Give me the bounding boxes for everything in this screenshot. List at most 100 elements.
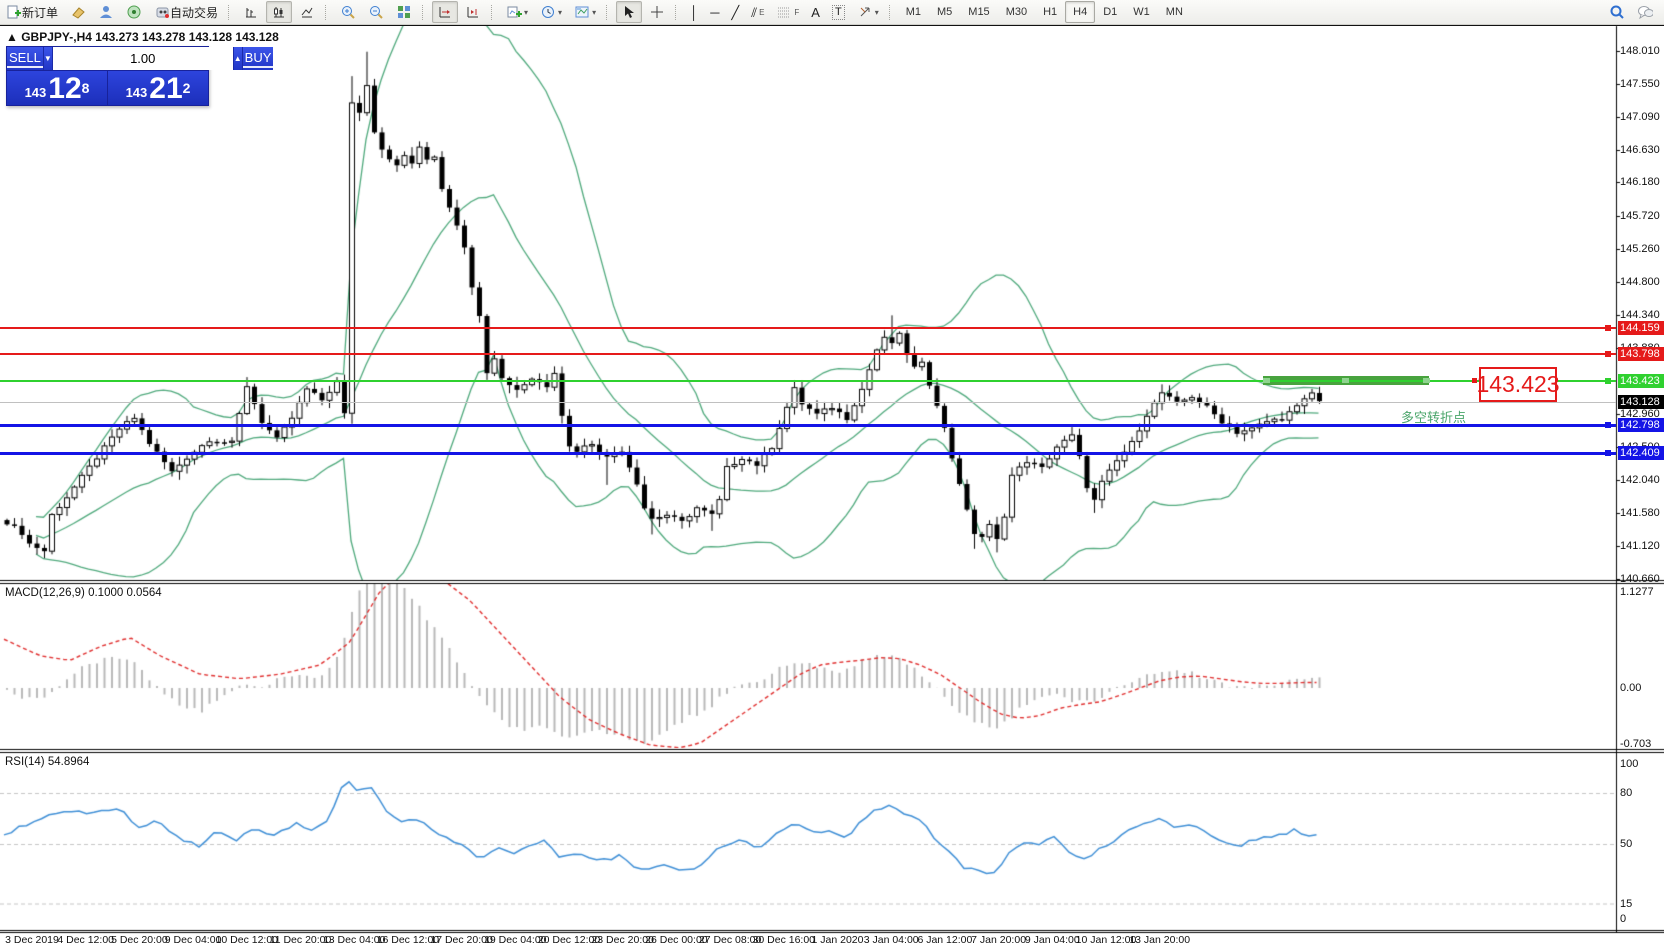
price-axis-tick: 140.660 xyxy=(1620,573,1660,585)
rsi-axis-label: 15 xyxy=(1620,898,1633,910)
macd-axis-label: 0.00 xyxy=(1620,682,1642,694)
timeframe-m15[interactable]: M15 xyxy=(968,6,990,18)
highlight-bar-handle[interactable] xyxy=(1423,378,1430,383)
chinese-annotation-text[interactable]: 多空转折点 xyxy=(1401,410,1467,425)
timeframe-d1[interactable]: D1 xyxy=(1103,6,1118,18)
time-axis-label: 20 Dec 12:00 xyxy=(537,934,601,945)
volume-down-button[interactable]: ▼ xyxy=(42,47,53,70)
cursor-button[interactable] xyxy=(616,1,643,23)
text-label-button[interactable]: T xyxy=(827,1,850,23)
horizontal-line-icon: ─ xyxy=(710,4,720,20)
level-price-tag: 144.159 xyxy=(1618,320,1664,335)
level-line-handle[interactable] xyxy=(1605,350,1611,357)
sell-price[interactable]: 143 12 8 xyxy=(7,71,107,105)
candle-chart-button[interactable] xyxy=(266,1,293,23)
fibonacci-button[interactable]: F xyxy=(771,1,804,23)
search-button[interactable] xyxy=(1604,1,1630,23)
sell-button[interactable]: SELL xyxy=(7,47,43,70)
timeframe-w1[interactable]: W1 xyxy=(1133,6,1150,18)
toolbar-grip xyxy=(422,4,426,20)
text-label-icon: T xyxy=(831,4,845,20)
timeframe-m1[interactable]: M1 xyxy=(905,6,921,18)
clock-icon xyxy=(540,4,556,20)
price-callout-label[interactable]: 143.423 xyxy=(1476,367,1560,402)
rsi-indicator-label: RSI(14) 54.8964 xyxy=(5,756,90,768)
profile-button[interactable] xyxy=(93,1,119,23)
time-axis-label: 19 Dec 04:00 xyxy=(484,934,547,945)
time-axis-label: 10 Dec 12:00 xyxy=(215,934,279,945)
tile-windows-icon xyxy=(396,4,412,20)
new-order-button[interactable]: 新订单 xyxy=(1,1,63,23)
zoom-in-icon xyxy=(340,4,356,20)
auto-trading-button[interactable]: 自动交易 xyxy=(149,1,223,23)
chat-button[interactable] xyxy=(1632,1,1658,23)
highlight-bar-handle[interactable] xyxy=(1263,378,1270,383)
line-chart-button[interactable] xyxy=(294,1,320,23)
highlight-bar-handle[interactable] xyxy=(1342,378,1349,383)
time-axis-label: 27 Dec 08:00 xyxy=(698,934,762,945)
collapse-triangle-icon[interactable]: ▲ xyxy=(6,30,22,44)
auto-scroll-button[interactable] xyxy=(432,1,459,23)
chart-title: ▲ GBPJPY-,H4 143.273 143.278 143.128 143… xyxy=(6,30,279,44)
zoom-in-button[interactable] xyxy=(335,1,361,23)
periods-button[interactable]: ▾ xyxy=(535,1,567,23)
person-icon xyxy=(98,4,114,20)
timeframe-m5[interactable]: M5 xyxy=(937,6,953,18)
level-line-144.159[interactable] xyxy=(0,326,1616,329)
toolbar-grip xyxy=(325,4,329,20)
volume-input[interactable] xyxy=(52,47,233,70)
channel-button[interactable]: ⫽ E xyxy=(746,1,769,23)
level-line-142.409[interactable] xyxy=(0,451,1616,455)
wedge-icon xyxy=(70,4,86,20)
line-chart-icon xyxy=(299,4,315,20)
arrows-button[interactable]: ▾ xyxy=(852,1,884,23)
bar-chart-button[interactable] xyxy=(238,1,264,23)
buy-button[interactable]: BUY xyxy=(242,47,274,70)
timeframe-h1[interactable]: H1 xyxy=(1043,6,1058,18)
level-line-143.798[interactable] xyxy=(0,352,1616,355)
level-line-handle[interactable] xyxy=(1605,324,1611,331)
price-axis-tick: 145.260 xyxy=(1620,242,1660,255)
volume-up-button[interactable]: ▲ xyxy=(232,47,243,70)
level-line-143.423[interactable] xyxy=(0,379,1616,382)
chart-shift-button[interactable] xyxy=(460,1,486,23)
indicators-button[interactable]: ▾ xyxy=(501,1,533,23)
text-button[interactable]: A xyxy=(806,1,825,23)
callout-anchor-handle[interactable] xyxy=(1472,378,1477,383)
new-order-icon xyxy=(6,4,22,20)
time-axis-label: 1 Jan 2020 xyxy=(811,934,864,945)
text-icon: A xyxy=(811,4,820,20)
level-line-handle[interactable] xyxy=(1605,450,1611,457)
signal-button[interactable] xyxy=(121,1,147,23)
time-axis-label: 26 Dec 00:00 xyxy=(645,934,708,945)
tile-windows-button[interactable] xyxy=(391,1,417,23)
clear-button[interactable] xyxy=(65,1,91,23)
trendline-icon: ╱ xyxy=(731,4,740,20)
time-axis-label: 10 Jan 12:00 xyxy=(1075,934,1137,945)
timeframe-mn[interactable]: MN xyxy=(1165,6,1183,18)
level-line-142.798[interactable] xyxy=(0,423,1616,427)
signal-icon xyxy=(126,4,142,20)
level-line-handle[interactable] xyxy=(1605,422,1611,429)
channel-letter: E xyxy=(759,7,765,17)
timeframe-h4[interactable]: H4 xyxy=(1065,1,1096,23)
timeframe-m30[interactable]: M30 xyxy=(1005,6,1028,18)
trendline-button[interactable]: ╱ xyxy=(726,1,744,23)
level-line-handle[interactable] xyxy=(1605,377,1611,384)
level-price-tag: 143.798 xyxy=(1618,346,1664,361)
vertical-line-button[interactable]: │ xyxy=(685,1,703,23)
horizontal-line-button[interactable]: ─ xyxy=(705,1,724,23)
time-axis-label: 13 Dec 04:00 xyxy=(322,934,386,945)
price-axis-tick: 146.180 xyxy=(1620,176,1660,189)
buy-price[interactable]: 143 21 2 xyxy=(108,71,208,105)
templates-button[interactable]: ▾ xyxy=(569,1,601,23)
toolbar-grip xyxy=(606,4,610,20)
zoom-out-button[interactable] xyxy=(363,1,389,23)
fibonacci-icon xyxy=(776,4,792,20)
crosshair-button[interactable] xyxy=(644,1,670,23)
dropdown-caret: ▾ xyxy=(558,7,563,17)
symbol-period: GBPJPY-,H4 xyxy=(21,30,92,44)
toolbar-grip xyxy=(888,4,893,20)
